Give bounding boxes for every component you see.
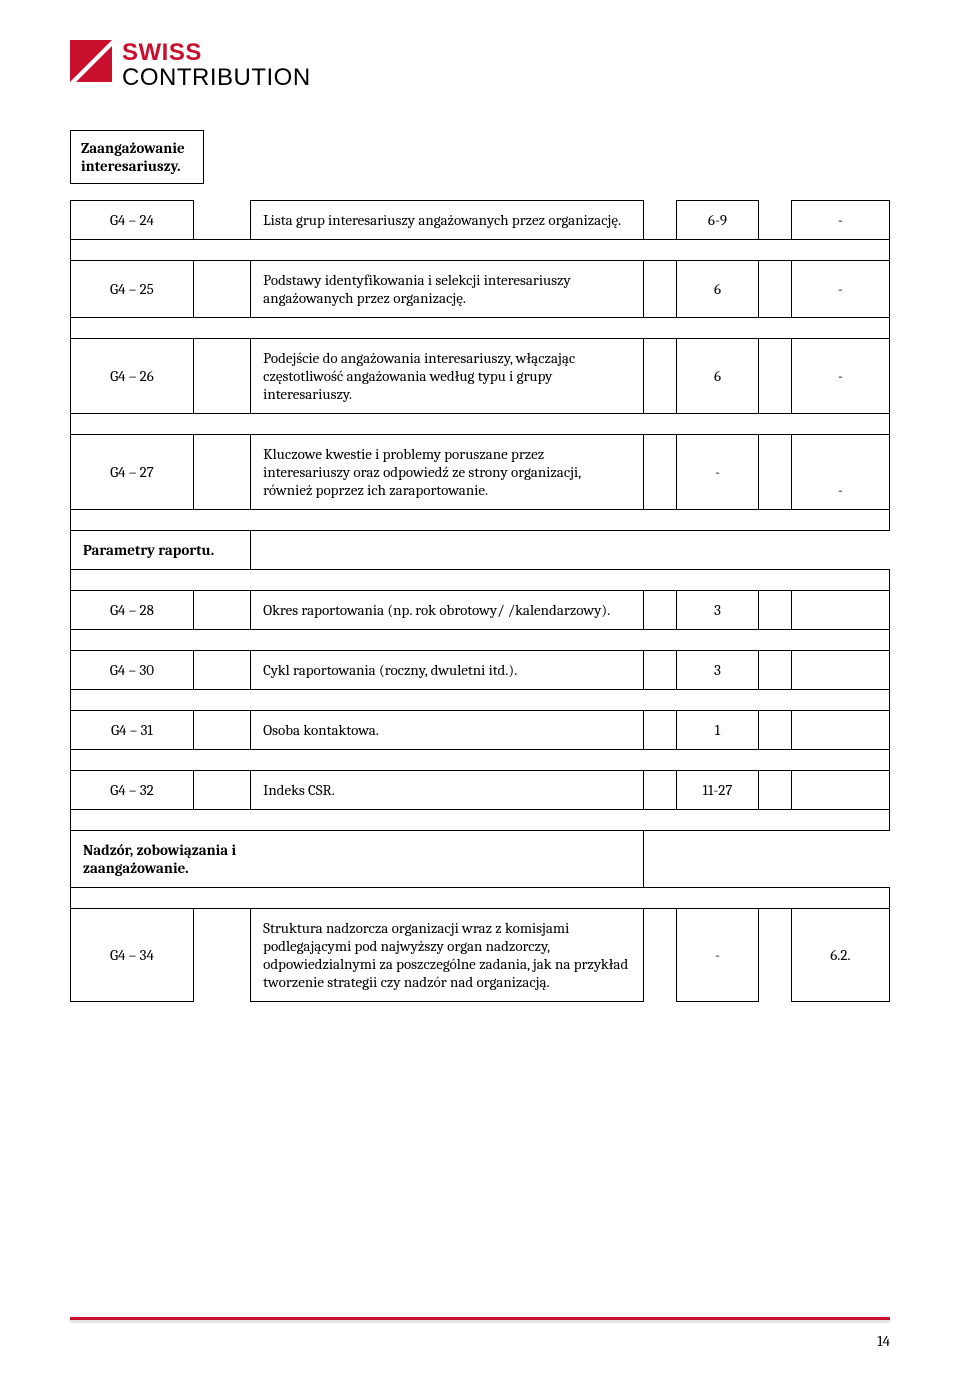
section-header-2: Parametry raportu. xyxy=(71,531,251,570)
footer-accent-bar xyxy=(70,1317,890,1320)
cell-code: G4 – 24 xyxy=(71,201,194,240)
cell-desc: Cykl raportowania (roczny, dwuletni itd.… xyxy=(251,651,644,690)
cell-v2: - xyxy=(791,261,889,318)
table-row: G4 – 26 Podejście do angażowania interes… xyxy=(71,339,890,414)
cell-v2: - xyxy=(791,339,889,414)
table-row: G4 – 31 Osoba kontaktowa. 1 xyxy=(71,711,890,750)
cell-v1: 6 xyxy=(677,261,759,318)
section-row: Parametry raportu. xyxy=(71,531,890,570)
cell-desc: Struktura nadzorcza organizacji wraz z k… xyxy=(251,909,644,1002)
section-header-1: Zaangażowanie interesariuszy. xyxy=(70,130,204,184)
cell-code: G4 – 28 xyxy=(71,591,194,630)
table-row: G4 – 32 Indeks CSR. 11-27 xyxy=(71,771,890,810)
cell-v2: - xyxy=(791,201,889,240)
cell-desc: Kluczowe kwestie i problemy poruszane pr… xyxy=(251,435,644,510)
cell-v2 xyxy=(791,771,889,810)
cell-code: G4 – 31 xyxy=(71,711,194,750)
data-table: G4 – 24 Lista grup interesariuszy angażo… xyxy=(70,200,890,1002)
logo-line2: CONTRIBUTION xyxy=(122,65,311,90)
logo-block: SWISS CONTRIBUTION xyxy=(70,40,890,90)
cell-v2 xyxy=(791,651,889,690)
cell-v1: 6 xyxy=(677,339,759,414)
cell-code: G4 – 25 xyxy=(71,261,194,318)
swiss-flag-icon xyxy=(70,40,112,82)
section-header-3: Nadzór, zobowiązania i zaangażowanie. xyxy=(71,831,644,888)
cell-code: G4 – 27 xyxy=(71,435,194,510)
cell-code: G4 – 32 xyxy=(71,771,194,810)
cell-desc: Okres raportowania (np. rok obrotowy/ /k… xyxy=(251,591,644,630)
cell-v2 xyxy=(791,711,889,750)
logo-line1: SWISS xyxy=(122,40,311,65)
table-row: G4 – 30 Cykl raportowania (roczny, dwule… xyxy=(71,651,890,690)
cell-desc: Podstawy identyfikowania i selekcji inte… xyxy=(251,261,644,318)
table-row: G4 – 25 Podstawy identyfikowania i selek… xyxy=(71,261,890,318)
cell-v1: - xyxy=(677,435,759,510)
cell-code: G4 – 34 xyxy=(71,909,194,1002)
footer-bg-bar xyxy=(70,1320,890,1323)
table-row: G4 – 24 Lista grup interesariuszy angażo… xyxy=(71,201,890,240)
cell-desc: Lista grup interesariuszy angażowanych p… xyxy=(251,201,644,240)
cell-v1: 11-27 xyxy=(677,771,759,810)
cell-v2 xyxy=(791,591,889,630)
cell-v1: 3 xyxy=(677,651,759,690)
cell-code: G4 – 26 xyxy=(71,339,194,414)
cell-v1: 1 xyxy=(677,711,759,750)
cell-v1: 3 xyxy=(677,591,759,630)
cell-code: G4 – 30 xyxy=(71,651,194,690)
page: SWISS CONTRIBUTION Zaangażowanie interes… xyxy=(0,0,960,1360)
cell-v1: - xyxy=(677,909,759,1002)
cell-desc: Podejście do angażowania interesariuszy,… xyxy=(251,339,644,414)
cell-v1: 6-9 xyxy=(677,201,759,240)
logo-text: SWISS CONTRIBUTION xyxy=(122,40,311,90)
section-row: Nadzór, zobowiązania i zaangażowanie. xyxy=(71,831,890,888)
cell-v2: - xyxy=(791,435,889,510)
cell-desc: Osoba kontaktowa. xyxy=(251,711,644,750)
table-row: G4 – 34 Struktura nadzorcza organizacji … xyxy=(71,909,890,1002)
cell-desc: Indeks CSR. xyxy=(251,771,644,810)
table-row: G4 – 28 Okres raportowania (np. rok obro… xyxy=(71,591,890,630)
table-row: G4 – 27 Kluczowe kwestie i problemy poru… xyxy=(71,435,890,510)
page-number: 14 xyxy=(877,1332,890,1350)
cell-v2: 6.2. xyxy=(791,909,889,1002)
